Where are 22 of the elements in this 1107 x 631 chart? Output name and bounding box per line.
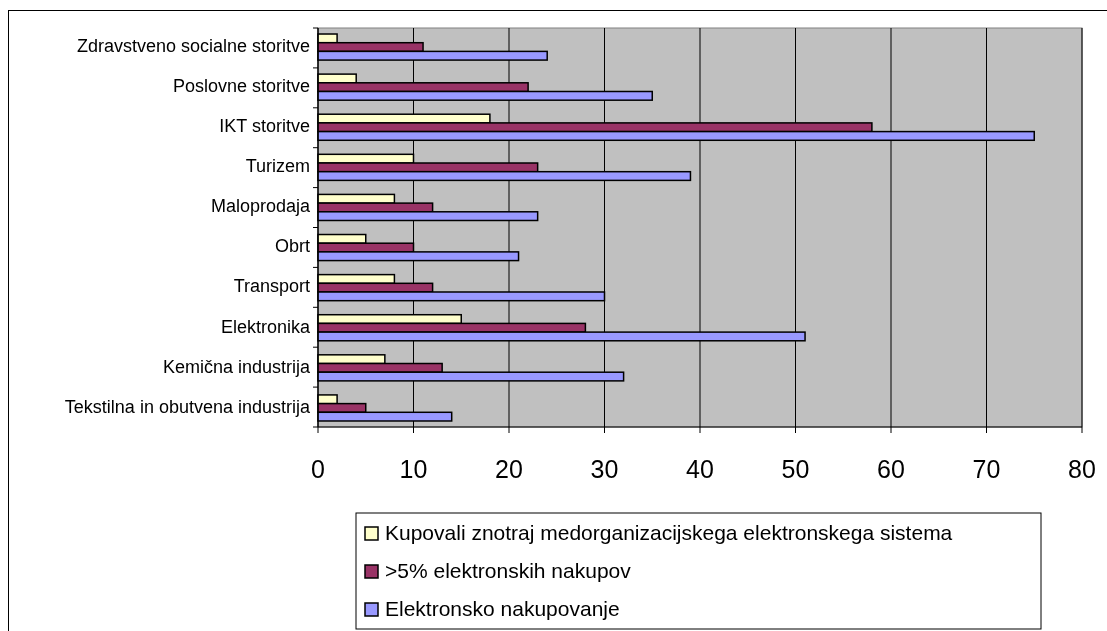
x-tick-label: 60: [877, 455, 905, 483]
y-tick-label: Zdravstveno socialne storitve: [76, 35, 310, 56]
x-tick-label: 10: [399, 455, 428, 483]
x-tick-label: 20: [495, 455, 523, 483]
x-tick-label: 40: [686, 455, 714, 483]
x-tick-label: 30: [590, 455, 619, 483]
y-tick-label: Maloprodaja: [210, 196, 311, 217]
legend-label: Elektronsko nakupovanje: [385, 596, 620, 620]
x-tick-label: 70: [972, 455, 1001, 483]
y-tick-label: IKT storitve: [219, 116, 310, 136]
y-tick-label: Turizem: [245, 156, 310, 177]
y-tick-label: Obrt: [274, 236, 310, 257]
y-tick-label: Tekstilna in obutvena industrija: [64, 396, 311, 417]
x-tick-label: 50: [781, 455, 810, 483]
y-tick-label: Poslovne storitve: [172, 75, 310, 96]
y-tick-label: Kemična industrija: [162, 356, 311, 377]
x-tick-label: 80: [1068, 455, 1096, 483]
legend-label: >5% elektronskih nakupov: [385, 558, 632, 582]
y-tick-label: Elektronika: [220, 316, 311, 337]
x-tick-label: 0: [311, 455, 325, 483]
y-tick-label: Transport: [233, 276, 310, 297]
legend-label: Kupovali znotraj medorganizacijskega elektronskega sistema: [385, 520, 953, 544]
